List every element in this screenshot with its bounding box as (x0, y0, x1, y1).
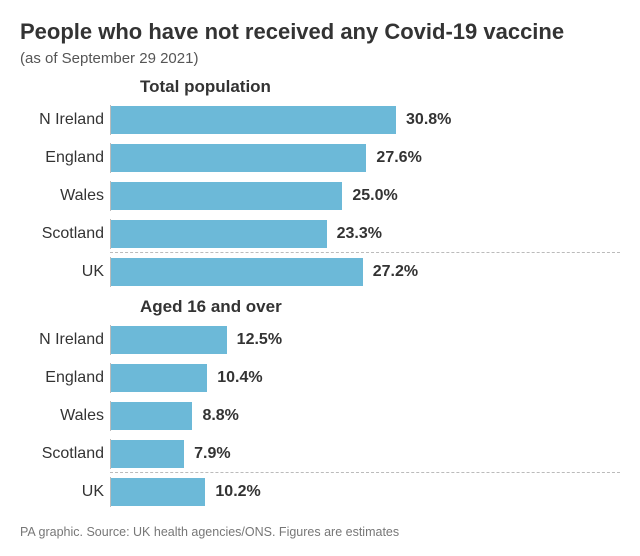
bar-chart: Total population N Ireland 30.8% England 27.… (20, 77, 620, 511)
row-label: Wales (20, 187, 110, 205)
row-label: N Ireland (20, 111, 110, 129)
bar-value: 27.6% (376, 149, 421, 167)
bar-value: 12.5% (237, 331, 282, 349)
bar (111, 478, 205, 506)
chart-footer: PA graphic. Source: UK health agencies/O… (20, 525, 620, 539)
bar-row: N Ireland 12.5% (20, 321, 620, 359)
bar-row: UK 27.2% (20, 253, 620, 291)
bar-row: Scotland 7.9% (20, 435, 620, 473)
bar (111, 440, 184, 468)
bar (111, 402, 192, 430)
bar-row: UK 10.2% (20, 473, 620, 511)
section-title: Total population (140, 77, 620, 97)
bar-value: 27.2% (373, 263, 418, 281)
bar-row: Scotland 23.3% (20, 215, 620, 253)
bar (111, 258, 363, 286)
bar-row: N Ireland 30.8% (20, 101, 620, 139)
row-label: UK (20, 263, 110, 281)
bar-area: 12.5% (110, 325, 620, 355)
bar-area: 8.8% (110, 401, 620, 431)
row-label: Scotland (20, 225, 110, 243)
row-label: UK (20, 483, 110, 501)
bar-area: 10.2% (110, 477, 620, 507)
bar (111, 182, 342, 210)
bar-area: 27.6% (110, 143, 620, 173)
bar-row: England 27.6% (20, 139, 620, 177)
bar-area: 23.3% (110, 219, 620, 249)
bar-area: 30.8% (110, 105, 620, 135)
bar (111, 326, 227, 354)
bar-value: 23.3% (337, 225, 382, 243)
bar-value: 25.0% (352, 187, 397, 205)
bar-value: 10.4% (217, 369, 262, 387)
bar (111, 106, 396, 134)
row-label: Wales (20, 407, 110, 425)
section-title: Aged 16 and over (140, 297, 620, 317)
bar-row: Wales 8.8% (20, 397, 620, 435)
bar-value: 7.9% (194, 445, 230, 463)
row-label: N Ireland (20, 331, 110, 349)
bar-row: England 10.4% (20, 359, 620, 397)
bar-row: Wales 25.0% (20, 177, 620, 215)
bar-value: 30.8% (406, 111, 451, 129)
bar-area: 10.4% (110, 363, 620, 393)
chart-subtitle: (as of September 29 2021) (20, 50, 620, 67)
bar (111, 220, 327, 248)
row-label: Scotland (20, 445, 110, 463)
chart-title: People who have not received any Covid-1… (20, 18, 620, 46)
bar-area: 25.0% (110, 181, 620, 211)
bar (111, 364, 207, 392)
row-label: England (20, 369, 110, 387)
bar-value: 10.2% (215, 483, 260, 501)
bar-area: 27.2% (110, 257, 620, 287)
bar-value: 8.8% (202, 407, 238, 425)
bar (111, 144, 366, 172)
row-label: England (20, 149, 110, 167)
bar-area: 7.9% (110, 439, 620, 469)
